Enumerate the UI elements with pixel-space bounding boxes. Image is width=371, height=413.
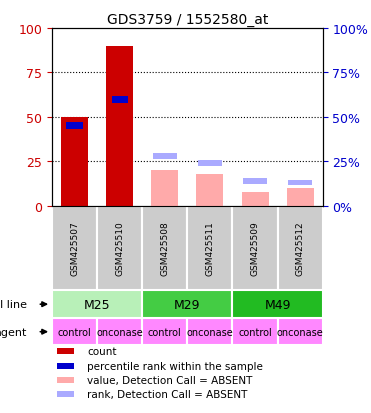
Text: onconase: onconase (187, 327, 233, 337)
Bar (61, 118, 88, 206)
FancyBboxPatch shape (52, 291, 142, 318)
Bar (287, 188, 314, 206)
FancyBboxPatch shape (233, 206, 278, 291)
Text: onconase: onconase (277, 327, 324, 337)
Text: GSM425509: GSM425509 (250, 221, 260, 276)
Text: rank, Detection Call = ABSENT: rank, Detection Call = ABSENT (87, 389, 247, 399)
Bar (58, 363, 73, 369)
Bar (112, 96, 128, 103)
Text: GSM425507: GSM425507 (70, 221, 79, 276)
Bar (58, 349, 73, 354)
Bar (243, 179, 267, 184)
Bar (66, 123, 83, 130)
Text: cell line: cell line (0, 299, 27, 309)
Text: M25: M25 (84, 298, 111, 311)
Bar (198, 161, 221, 166)
Bar (151, 171, 178, 206)
Bar (153, 154, 177, 159)
FancyBboxPatch shape (142, 206, 187, 291)
Bar (106, 47, 133, 206)
Text: onconase: onconase (96, 327, 143, 337)
FancyBboxPatch shape (52, 318, 97, 346)
FancyBboxPatch shape (97, 206, 142, 291)
FancyBboxPatch shape (52, 206, 97, 291)
Text: agent: agent (0, 327, 27, 337)
Text: count: count (87, 347, 116, 356)
Bar (58, 391, 73, 397)
Text: control: control (238, 327, 272, 337)
Bar (58, 377, 73, 383)
Text: value, Detection Call = ABSENT: value, Detection Call = ABSENT (87, 375, 253, 385)
Text: control: control (148, 327, 182, 337)
Text: GSM425508: GSM425508 (160, 221, 169, 276)
Bar (242, 192, 269, 206)
FancyBboxPatch shape (187, 318, 233, 346)
FancyBboxPatch shape (278, 206, 323, 291)
Text: GSM425511: GSM425511 (206, 221, 214, 276)
Bar (196, 174, 223, 206)
Text: control: control (58, 327, 91, 337)
Bar (289, 180, 312, 186)
FancyBboxPatch shape (233, 291, 323, 318)
FancyBboxPatch shape (187, 206, 233, 291)
Text: M29: M29 (174, 298, 201, 311)
FancyBboxPatch shape (142, 318, 187, 346)
Text: percentile rank within the sample: percentile rank within the sample (87, 361, 263, 371)
Text: M49: M49 (265, 298, 291, 311)
Title: GDS3759 / 1552580_at: GDS3759 / 1552580_at (107, 12, 268, 26)
FancyBboxPatch shape (278, 318, 323, 346)
FancyBboxPatch shape (142, 291, 233, 318)
Text: GSM425510: GSM425510 (115, 221, 124, 276)
FancyBboxPatch shape (97, 318, 142, 346)
Text: GSM425512: GSM425512 (296, 221, 305, 276)
FancyBboxPatch shape (233, 318, 278, 346)
